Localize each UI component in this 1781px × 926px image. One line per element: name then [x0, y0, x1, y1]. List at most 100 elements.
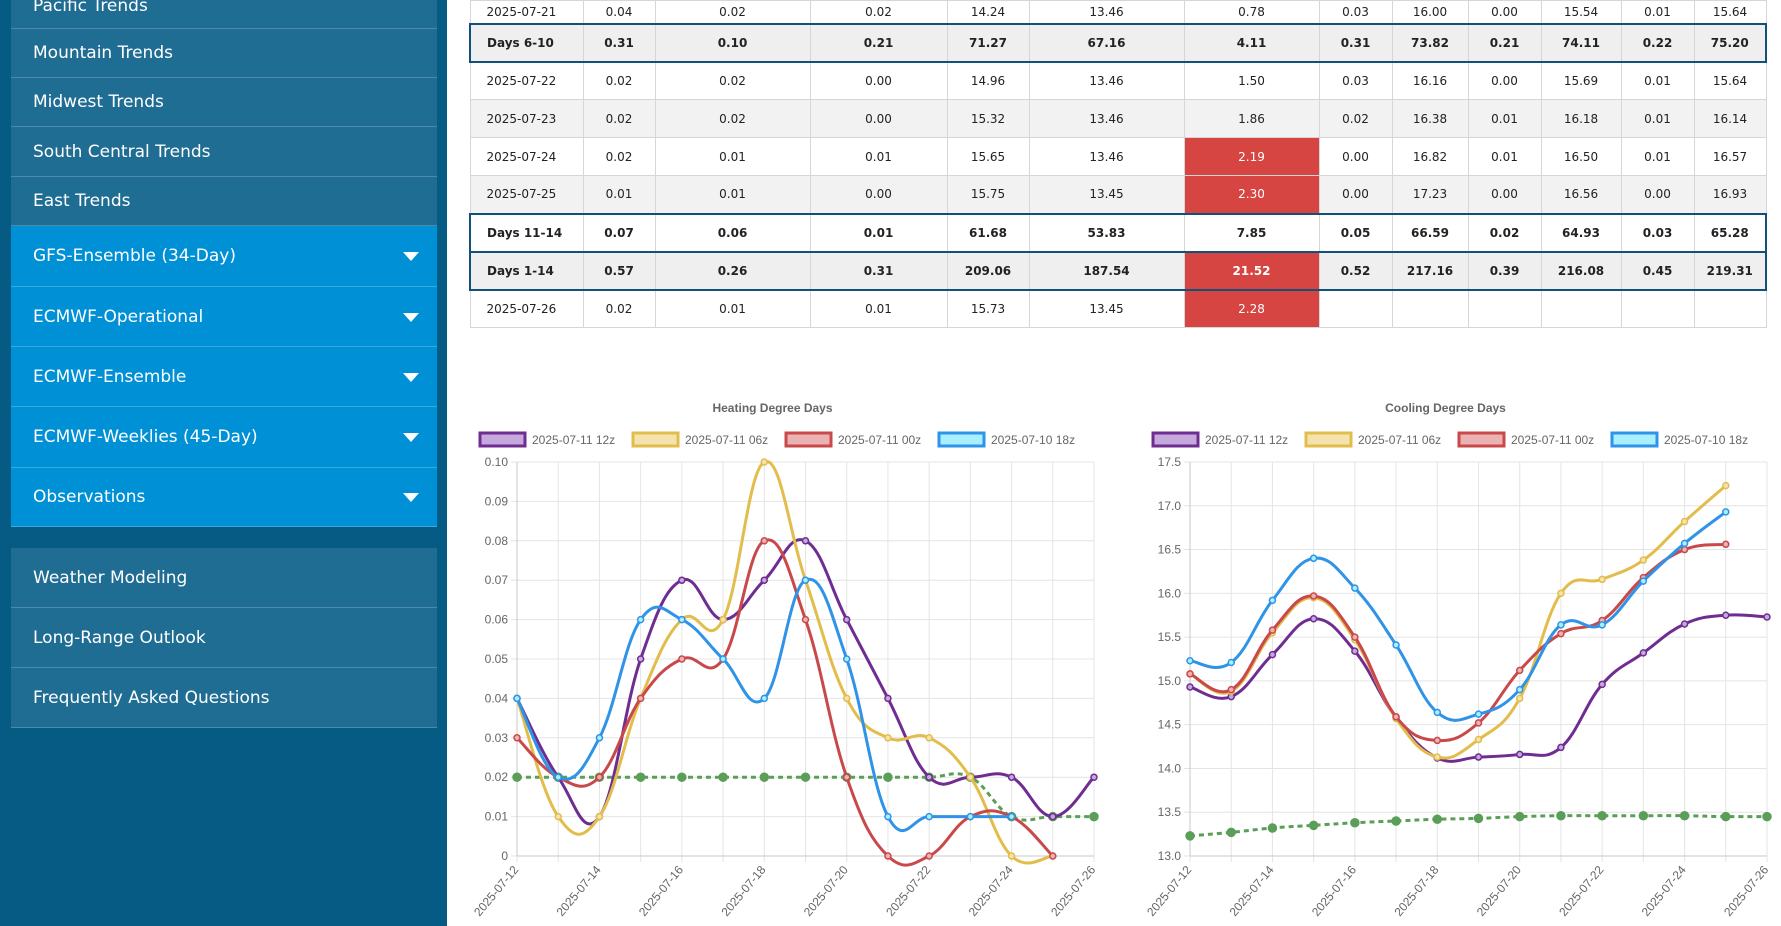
- table-row: 2025-07-22 0.02 0.02 0.00 14.96 13.46 1.50 0.03…: [469, 61, 1767, 100]
- data-point: [1474, 753, 1483, 761]
- dropdown-label: ECMWF-Weeklies (45-Day): [33, 427, 258, 447]
- table-cell: 1.86: [1183, 99, 1320, 138]
- y-tick-label: 17.0: [1158, 499, 1182, 513]
- legend-item: 2025-07-11 00z: [784, 431, 921, 448]
- data-point: [635, 772, 646, 782]
- y-tick-label: 16.5: [1158, 543, 1182, 557]
- sidebar-item-east-trends[interactable]: East Trends: [11, 177, 437, 226]
- cooling-degree-days-chart: Cooling Degree Days 2025-07-11 12z 2025-07…: [1135, 395, 1775, 926]
- series-line: [1189, 542, 1726, 743]
- sidebar-link-long-range-outlook[interactable]: Long-Range Outlook: [11, 608, 437, 668]
- dropdown-gfs-ensemble[interactable]: GFS-Ensemble (34-Day): [11, 226, 437, 287]
- table-cell: 66.59: [1391, 212, 1469, 253]
- table-summary-row: Days 11-14 0.07 0.06 0.01 61.68 53.83 7.85 0.05…: [469, 212, 1767, 253]
- table-cell: 0.01: [1467, 99, 1542, 138]
- x-tick-label: 2025-07-12: [471, 863, 521, 919]
- heating-degree-days-svg: Heating Degree Days 2025-07-11 12z 2025-07…: [471, 401, 1099, 919]
- y-tick-label: 0: [501, 849, 508, 863]
- table-cell: 0.04: [582, 0, 656, 24]
- data-point: [595, 734, 604, 742]
- x-tick-label: 2025-07-20: [801, 863, 851, 919]
- data-point: [1556, 810, 1566, 821]
- data-point: [1433, 753, 1442, 761]
- y-tick-label: 0.09: [485, 494, 509, 508]
- data-point: [1474, 710, 1483, 718]
- legend-item: 2025-07-11 06z: [1304, 431, 1441, 448]
- table-cell: 0.01: [1620, 0, 1695, 24]
- table-summary-row: Days 6-10 0.31 0.10 0.21 71.27 67.16 4.11 0.31 7…: [469, 22, 1767, 63]
- table-cell: 13.46: [1028, 61, 1185, 100]
- table-cell: 0.00: [809, 61, 948, 100]
- table-cell: 16.16: [1391, 61, 1469, 100]
- series-line: [1189, 484, 1727, 760]
- data-point: [719, 655, 727, 663]
- table-cell: [1318, 289, 1393, 328]
- sidebar-link-faq[interactable]: Frequently Asked Questions: [11, 668, 437, 728]
- legend-label: 2025-07-11 00z: [1511, 433, 1594, 447]
- data-point: [1186, 670, 1194, 678]
- dropdown-ecmwf-operational[interactable]: ECMWF-Operational: [11, 287, 437, 347]
- table-cell: 7.85: [1183, 212, 1320, 253]
- data-point: [1392, 713, 1400, 721]
- sidebar-link-weather-modeling[interactable]: Weather Modeling: [11, 548, 437, 608]
- dropdown-observations[interactable]: Observations: [11, 468, 437, 527]
- data-point: [1227, 658, 1235, 667]
- data-point: [1090, 773, 1098, 781]
- table-cell: 16.57: [1693, 137, 1767, 176]
- data-point: [1309, 554, 1318, 563]
- data-point: [718, 772, 728, 782]
- sidebar-link-label: Frequently Asked Questions: [33, 687, 270, 708]
- caret-down-icon: [403, 493, 419, 502]
- data-point: [1186, 657, 1194, 665]
- legend-label: 2025-07-11 12z: [1205, 433, 1288, 447]
- data-point: [1186, 683, 1194, 691]
- data-point: [842, 773, 851, 781]
- table-cell: 0.01: [809, 212, 948, 253]
- sidebar-item-label: Midwest Trends: [33, 92, 164, 112]
- dropdown-ecmwf-ensemble[interactable]: ECMWF-Ensemble: [11, 347, 437, 407]
- table-cell: 0.02: [1318, 99, 1393, 138]
- table-cell: 75.20: [1693, 22, 1767, 63]
- table-cell: 13.46: [1028, 137, 1185, 176]
- sidebar-item-midwest-trends[interactable]: Midwest Trends: [11, 78, 437, 127]
- y-tick-label: 0.06: [485, 613, 509, 627]
- sidebar-item-mountain-trends[interactable]: Mountain Trends: [11, 29, 437, 78]
- data-point: [884, 852, 892, 860]
- table-cell: 15.73: [946, 289, 1030, 328]
- row-label-cell: 2025-07-23: [469, 99, 584, 138]
- x-tick-label: 2025-07-16: [636, 863, 686, 919]
- row-label-cell: Days 6-10: [469, 22, 584, 63]
- dropdown-ecmwf-weeklies[interactable]: ECMWF-Weeklies (45-Day): [11, 407, 437, 468]
- data-point: [1557, 743, 1565, 752]
- x-tick-label: 2025-07-16: [1309, 863, 1359, 919]
- data-point: [883, 772, 893, 782]
- table-cell: 0.01: [1620, 61, 1695, 100]
- table-cell: 14.24: [946, 0, 1030, 24]
- data-point: [1268, 650, 1277, 659]
- table-body: 2025-07-21 0.04 0.02 0.02 14.24 13.46 0.78 0.03…: [469, 0, 1767, 328]
- data-point: [1433, 736, 1442, 745]
- sidebar-item-pacific-trends[interactable]: Pacific Trends: [11, 0, 437, 29]
- data-point: [1515, 685, 1524, 694]
- sidebar-item-south-central-trends[interactable]: South Central Trends: [11, 127, 437, 177]
- legend-label: 2025-07-11 06z: [685, 433, 768, 447]
- y-tick-label: 13.5: [1158, 805, 1182, 819]
- table-cell: 16.93: [1693, 175, 1767, 214]
- table-cell: 0.21: [1467, 22, 1542, 63]
- data-point: [1762, 811, 1772, 822]
- table-cell: 0.31: [809, 250, 948, 291]
- data-point: [554, 773, 562, 781]
- caret-down-icon: [403, 372, 419, 382]
- y-tick-label: 16.0: [1158, 586, 1182, 600]
- cooling-degree-days-svg: Cooling Degree Days 2025-07-11 12z 2025-07…: [1144, 401, 1772, 919]
- table-cell: 0.01: [809, 137, 948, 176]
- table-cell: 14.96: [946, 61, 1030, 100]
- table-cell: 17.23: [1391, 175, 1469, 214]
- data-point: [801, 537, 810, 545]
- data-point: [1391, 816, 1401, 826]
- table-cell: 0.31: [1318, 22, 1393, 63]
- x-tick-label: 2025-07-14: [1227, 863, 1277, 919]
- table-cell: 13.46: [1028, 0, 1185, 24]
- table-cell: 0.57: [582, 250, 656, 291]
